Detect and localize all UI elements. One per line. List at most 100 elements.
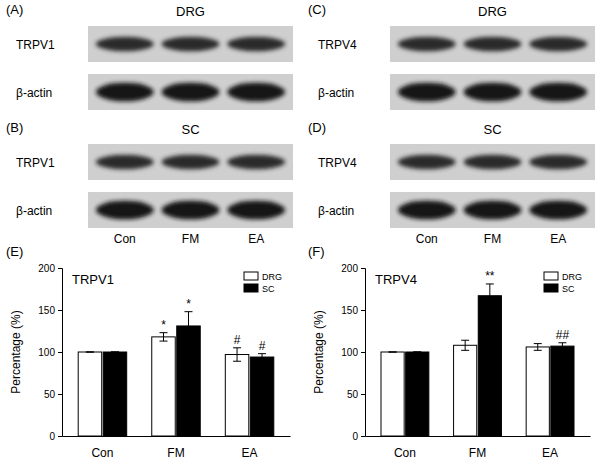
error-line [188,312,189,341]
legend-swatch [544,272,558,280]
error-cap [389,352,397,353]
y-tick-mark [361,310,365,311]
y-tick-label: 0 [352,431,358,442]
lane-label: Con [416,232,438,246]
blot-background [390,144,595,180]
significance-label: * [161,318,166,332]
error-bar [534,344,542,351]
x-tick-label: FM [167,446,184,460]
y-tick: 50 [347,389,365,400]
significance-label: * [186,297,191,311]
y-tick-mark [361,436,365,437]
x-axis: ConFMEA [63,436,291,460]
blot-title: DRG [176,4,205,19]
error-cap [233,361,241,362]
error-line [537,344,538,351]
bar [406,352,429,436]
legend-label: SC [262,284,275,294]
blot-band [529,37,587,51]
x-tick-label: EA [242,446,258,460]
blot-panel: (A)DRGTRPV1β-actin [6,2,293,110]
error-cap [413,352,421,353]
plot-area [78,312,274,436]
y-tick-label: 50 [347,389,359,400]
bar [526,347,549,436]
bar [78,352,101,436]
chart-title: TRPV1 [72,272,114,287]
y-tick-mark [361,352,365,353]
figure: (A)DRGTRPV1β-actin(B)SCTRPV1β-actinConFM… [0,0,601,476]
panel-label: (E) [6,244,23,259]
bar [225,355,248,436]
blot-band [227,155,285,169]
error-cap [534,350,542,351]
error-bar [233,348,241,361]
blot-background [88,192,293,228]
legend: DRGSC [544,272,582,294]
error-cap [534,343,542,344]
blot-band [529,83,587,102]
error-bar [86,352,94,353]
lane-label: FM [182,232,199,246]
x-tick-label: EA [542,446,558,460]
significance-label: ** [485,269,495,283]
error-cap [111,352,119,353]
error-cap [111,352,119,353]
bar [152,337,175,436]
bar [250,357,273,436]
row-label: TRPV1 [16,156,55,170]
error-cap [461,350,469,351]
bar-chart: (F)050100150200ConFMEAPercentage (%)**##… [308,244,591,460]
y-tick-mark [58,394,62,395]
y-tick-label: 0 [49,431,55,442]
chart-title: TRPV4 [375,272,417,287]
blot-panel: (C)DRGTRPV4β-actin [308,2,595,110]
error-cap [413,352,421,353]
error-bar [111,352,119,353]
error-cap [160,332,168,333]
blot-band [227,201,285,220]
legend-label: SC [562,284,575,294]
blot-band [162,37,220,51]
plot-area [381,284,574,436]
blot-band [162,201,220,220]
error-cap [558,342,566,343]
y-tick: 50 [44,389,62,400]
blot-background [390,192,595,228]
legend-swatch [244,272,258,280]
y-tick-label: 100 [38,347,55,358]
blot-band [398,83,456,102]
blot-background [88,74,293,110]
error-line [262,354,263,361]
legend-swatch [544,284,558,292]
panel-label: (A) [6,2,23,17]
blot-title: DRG [478,4,507,19]
blot-band [529,155,587,169]
error-line [465,340,466,350]
y-tick-label: 50 [44,389,56,400]
y-tick: 100 [38,347,62,358]
bar [177,326,200,436]
bar [551,346,574,436]
blot-background [88,144,293,180]
y-tick-mark [58,352,62,353]
blot-panel: (D)SCTRPV4β-actinConFMEA [308,120,595,246]
error-bar [413,352,421,353]
error-cap [160,341,168,342]
x-tick: EA [242,436,258,460]
panel-label: (D) [308,120,326,135]
error-bar [461,340,469,350]
y-tick-mark [361,268,365,269]
row-label: β-actin [318,204,354,218]
annotations: **## [485,269,569,342]
lane-label: FM [484,232,501,246]
x-axis-line [63,436,291,437]
y-tick: 200 [341,263,365,274]
y-tick: 0 [49,431,62,442]
blot-band [398,155,456,169]
blot-band [398,37,456,51]
y-axis-title: Percentage (%) [312,310,326,393]
error-cap [233,347,241,348]
annotations: *#*# [161,297,266,353]
y-tick: 200 [38,263,62,274]
